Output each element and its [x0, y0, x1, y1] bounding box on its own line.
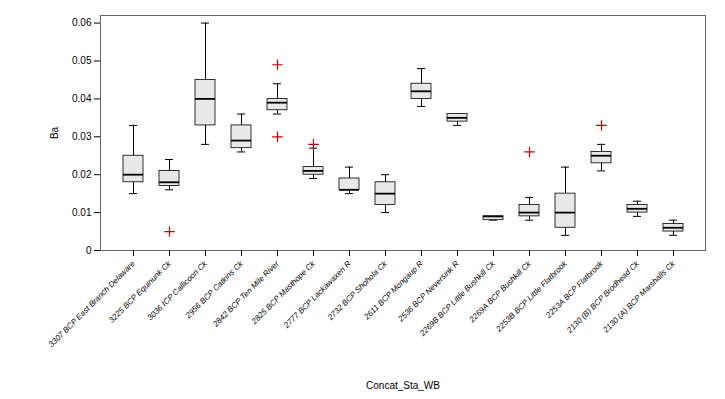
svg-text:2253A BCP Flatbrook: 2253A BCP Flatbrook: [543, 258, 605, 320]
svg-text:2732 BCP Shohola Ck: 2732 BCP Shohola Ck: [325, 258, 389, 322]
svg-text:2130 (B) BCP Brodhead Ck: 2130 (B) BCP Brodhead Ck: [564, 258, 641, 335]
svg-text:0.03: 0.03: [72, 131, 92, 142]
svg-text:0.06: 0.06: [72, 17, 92, 28]
svg-text:3036 ICP Callicoon Ck: 3036 ICP Callicoon Ck: [146, 258, 210, 322]
svg-text:0.05: 0.05: [72, 55, 92, 66]
svg-text:0.02: 0.02: [72, 169, 92, 180]
svg-text:2825 BCP Masthope Ck: 2825 BCP Masthope Ck: [249, 258, 317, 326]
svg-text:2842 BCP Ten Mile River: 2842 BCP Ten Mile River: [211, 259, 281, 329]
svg-text:2130 (A) BCP Marshalls Ck: 2130 (A) BCP Marshalls Ck: [601, 258, 678, 335]
svg-text:0: 0: [86, 245, 92, 256]
svg-text:2956 BCP Catkins Ck: 2956 BCP Catkins Ck: [183, 258, 245, 320]
svg-text:Concat_Sta_WB: Concat_Sta_WB: [366, 380, 440, 391]
svg-text:Ba: Ba: [49, 126, 60, 139]
svg-text:2269A BCP Bushkill Ck: 2269A BCP Bushkill Ck: [467, 258, 533, 324]
svg-text:3225 BCP Equinunk Ck: 3225 BCP Equinunk Ck: [107, 258, 173, 324]
svg-text:3307 BCP East Branch Delaware: 3307 BCP East Branch Delaware: [46, 259, 137, 349]
svg-text:0.04: 0.04: [72, 93, 92, 104]
svg-text:2611 BCP Mongaup R: 2611 BCP Mongaup R: [362, 259, 425, 322]
svg-text:2253B BCP Little Flatbrook: 2253B BCP Little Flatbrook: [494, 258, 570, 334]
svg-text:2269B BCP Little Bushkill Ck: 2269B BCP Little Bushkill Ck: [417, 258, 497, 338]
svg-text:2536 BCP Neversink R: 2536 BCP Neversink R: [396, 259, 461, 324]
svg-text:0.01: 0.01: [72, 207, 92, 218]
svg-text:2777 BCP Lackawaxen R: 2777 BCP Lackawaxen R: [281, 259, 352, 330]
